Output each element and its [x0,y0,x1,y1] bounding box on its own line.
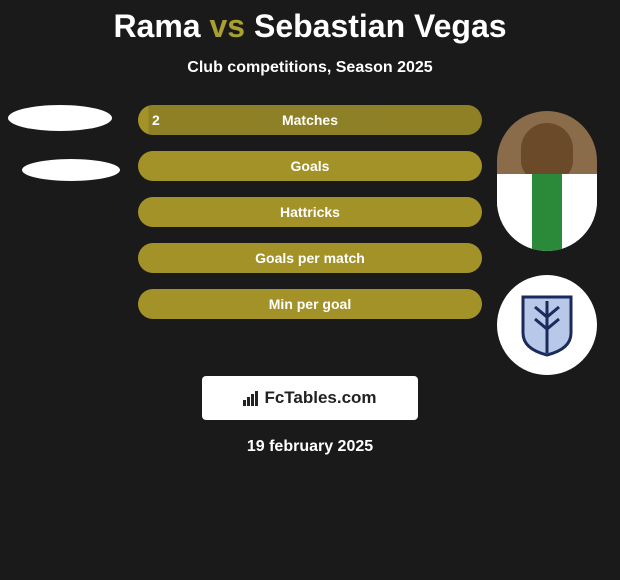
stat-bar-goals-per-match: Goals per match [138,243,482,273]
comparison-title: Rama vs Sebastian Vegas [0,0,620,45]
brand-text: FcTables.com [264,388,376,408]
player1-placeholder-icon [8,105,112,131]
stat-label: Goals per match [138,250,482,266]
branding-area: FcTables.com 19 february 2025 [202,376,418,456]
club2-badge [497,275,597,375]
jersey-icon [497,174,597,251]
player1-name: Rama [113,8,200,44]
stat-bar-goals: Goals [138,151,482,181]
subtitle: Club competitions, Season 2025 [0,59,620,77]
stat-bars: 2 Matches Goals Hattricks Goals per matc… [138,105,482,335]
club1-placeholder-icon [22,159,120,181]
stat-label: Min per goal [138,296,482,312]
date-label: 19 february 2025 [202,438,418,456]
player2-name: Sebastian Vegas [254,8,507,44]
stat-label: Goals [138,158,482,174]
stat-label: Matches [138,112,482,128]
right-avatar-column [492,111,602,375]
player2-photo [497,111,597,251]
stat-bar-matches: 2 Matches [138,105,482,135]
shield-icon [519,293,575,357]
stat-value: 2 [152,112,160,128]
left-avatar-column [8,105,128,209]
vs-label: vs [209,8,245,44]
stat-label: Hattricks [138,204,482,220]
stat-bar-hattricks: Hattricks [138,197,482,227]
stat-bar-min-per-goal: Min per goal [138,289,482,319]
brand-box: FcTables.com [202,376,418,420]
bar-chart-icon [243,391,258,406]
